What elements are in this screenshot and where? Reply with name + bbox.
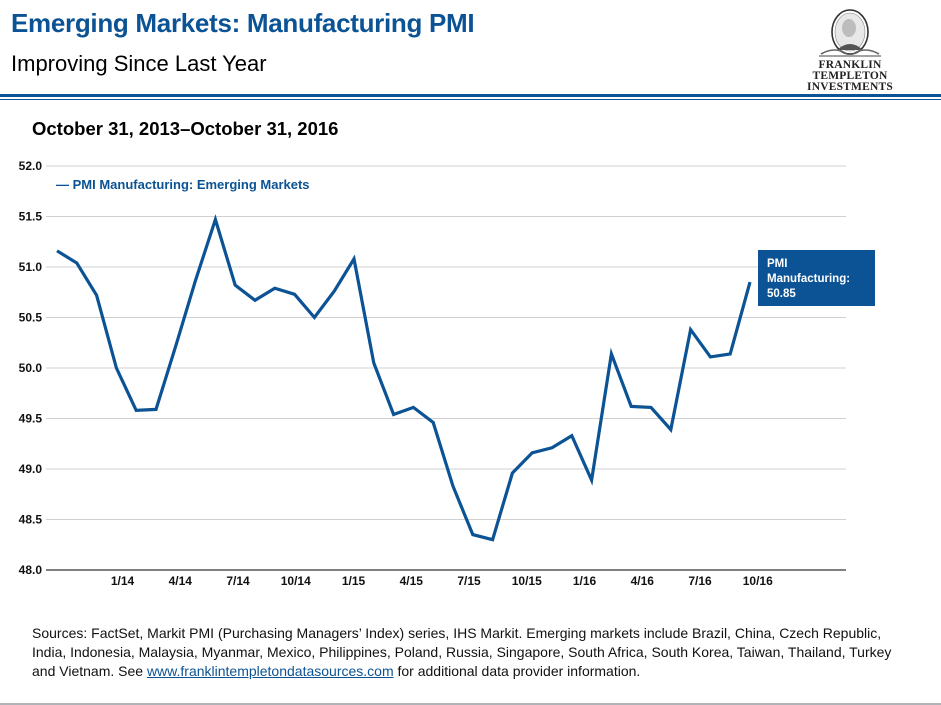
data-point xyxy=(174,344,177,347)
data-point xyxy=(214,218,217,221)
data-point xyxy=(749,281,752,284)
data-point xyxy=(412,406,415,409)
data-point xyxy=(551,446,554,449)
annotation-value: 50.85 xyxy=(767,288,796,300)
y-tick-label: 51.5 xyxy=(19,210,43,224)
data-point xyxy=(650,406,653,409)
data-point xyxy=(689,328,692,331)
page-subtitle: Improving Since Last Year xyxy=(11,51,267,76)
x-tick-label: 10/16 xyxy=(743,574,773,588)
data-point xyxy=(531,451,534,454)
chart-date-range: October 31, 2013–October 31, 2016 xyxy=(32,118,339,139)
y-tick-label: 48.0 xyxy=(19,563,43,577)
y-tick-label: 50.0 xyxy=(19,361,43,375)
franklin-templeton-logo: FRANKLIN TEMPLETON INVESTMENTS xyxy=(780,8,920,93)
data-point xyxy=(709,355,712,358)
data-point xyxy=(729,352,732,355)
data-point xyxy=(293,293,296,296)
data-point xyxy=(570,434,573,437)
portrait-medallion-icon xyxy=(819,9,881,57)
data-point xyxy=(56,249,59,252)
x-tick-label: 7/15 xyxy=(457,574,481,588)
x-tick-label: 7/16 xyxy=(688,574,712,588)
bottom-divider xyxy=(0,703,941,705)
data-point xyxy=(452,485,455,488)
data-point xyxy=(333,290,336,293)
annotation-text-line1: PMI xyxy=(767,258,787,270)
y-tick-label: 51.0 xyxy=(19,260,43,274)
logo-text-line2: INVESTMENTS xyxy=(807,81,893,93)
data-point xyxy=(353,257,356,260)
data-point xyxy=(590,479,593,482)
data-point xyxy=(630,405,633,408)
annotation-text-line2: Manufacturing: xyxy=(767,273,850,285)
data-point xyxy=(155,408,158,411)
annotation-box xyxy=(758,250,875,306)
data-point xyxy=(372,361,375,364)
data-point xyxy=(254,299,257,302)
data-sources-link[interactable]: www.franklintempletondatasources.com xyxy=(146,663,394,679)
data-point xyxy=(392,413,395,416)
x-tick-label: 1/15 xyxy=(342,574,366,588)
sources-footnote: Sources: FactSet, Markit PMI (Purchasing… xyxy=(32,624,912,681)
data-point xyxy=(471,533,474,536)
x-tick-label: 7/14 xyxy=(226,574,250,588)
footnote-text: Sources: FactSet, Markit PMI (Purchasing… xyxy=(32,625,892,679)
x-tick-label: 10/14 xyxy=(281,574,311,588)
data-point xyxy=(610,352,613,355)
data-point xyxy=(273,287,276,290)
x-tick-label: 4/16 xyxy=(631,574,655,588)
pmi-line-chart: 48.0 48.5 49.0 49.5 50.0 50.5 51.0 51.5 52.0 1/14… xyxy=(19,159,875,588)
x-tick-label: 10/15 xyxy=(512,574,542,588)
logo-text-line1: FRANKLIN TEMPLETON xyxy=(812,59,888,82)
data-point xyxy=(432,421,435,424)
y-tick-label: 49.5 xyxy=(19,412,43,426)
series-line-pmi xyxy=(56,214,752,542)
data-point xyxy=(95,294,98,297)
legend-entry: — PMI Manufacturing: Emerging Markets xyxy=(56,177,310,192)
data-point xyxy=(75,261,78,264)
header-divider-thin xyxy=(0,99,941,100)
y-tick-label: 50.5 xyxy=(19,311,43,325)
data-point xyxy=(313,316,316,319)
x-tick-label: 1/16 xyxy=(573,574,597,588)
footnote-text-end: for additional data provider information… xyxy=(393,663,641,679)
data-point xyxy=(135,409,138,412)
x-tick-label: 4/15 xyxy=(400,574,424,588)
y-tick-label: 52.0 xyxy=(19,159,43,173)
data-point xyxy=(511,472,514,475)
data-point xyxy=(491,538,494,541)
page-title: Emerging Markets: Manufacturing PMI xyxy=(11,8,475,38)
data-point xyxy=(194,279,197,282)
data-point xyxy=(669,428,672,431)
y-tick-label: 49.0 xyxy=(19,462,43,476)
x-tick-label: 1/14 xyxy=(111,574,135,588)
data-point xyxy=(115,367,118,370)
header-divider-thick xyxy=(0,94,941,97)
data-point xyxy=(234,284,237,287)
x-tick-label: 4/14 xyxy=(169,574,193,588)
y-tick-label: 48.5 xyxy=(19,513,43,527)
